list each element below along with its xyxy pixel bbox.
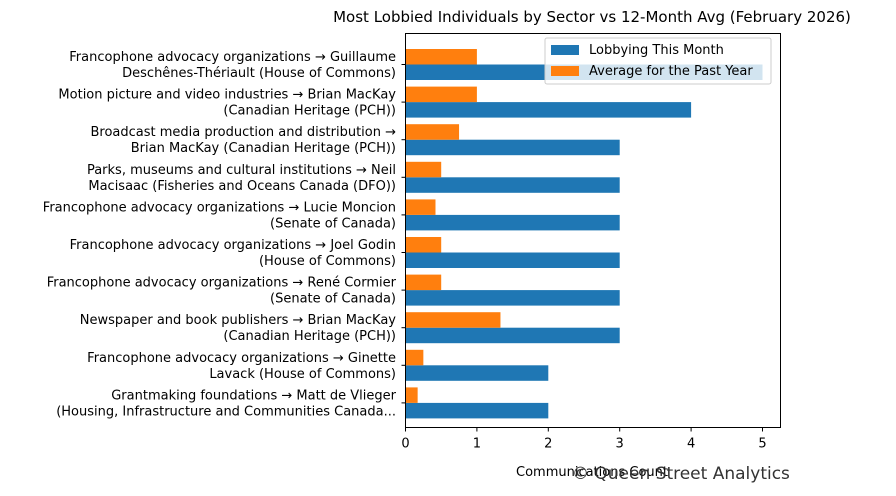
watermark: © Queen Street Analytics	[572, 464, 790, 484]
category-label: Francophone advocacy organizations → Luc…	[43, 200, 396, 231]
bar-this-month	[405, 252, 620, 268]
legend: Lobbying This Month Average for the Past …	[544, 37, 772, 85]
bars	[405, 49, 763, 419]
legend-label: Lobbying This Month	[589, 43, 724, 58]
category-label: Parks, museums and cultural institutions…	[87, 163, 396, 194]
bar-this-month	[405, 139, 620, 156]
category-label: Newspaper and book publishers → Brian Ma…	[80, 313, 397, 344]
category-label: Francophone advocacy organizations → Gui…	[69, 50, 396, 81]
bar-past-year-average	[405, 86, 477, 103]
bar-past-year-average	[405, 237, 442, 253]
category-label: Motion picture and video industries → Br…	[58, 88, 396, 119]
x-tick-label: 4	[687, 437, 695, 452]
bar-this-month	[405, 214, 620, 231]
bar-past-year-average	[405, 312, 501, 328]
legend-swatch	[551, 66, 579, 76]
legend-box	[544, 37, 772, 85]
x-tick-label: 3	[616, 437, 624, 452]
legend-label: Average for the Past Year	[589, 64, 753, 79]
bar-past-year-average	[405, 49, 477, 65]
bar-past-year-average	[405, 387, 418, 403]
x-axis-label: Communications Count	[516, 465, 668, 480]
bar-past-year-average	[405, 199, 436, 215]
legend-swatch	[551, 45, 579, 55]
x-ticks: 0 1 2 3 4 5	[401, 427, 767, 452]
bar-this-month	[405, 327, 620, 344]
category-label: Broadcast media production and distribut…	[90, 125, 396, 156]
bar-past-year-average	[405, 274, 442, 291]
x-tick-label: 1	[473, 437, 481, 452]
plot-area-frame	[405, 33, 781, 428]
category-label: Francophone advocacy organizations → Gin…	[87, 351, 396, 382]
x-tick-label: 0	[401, 437, 409, 452]
bar-this-month	[405, 402, 549, 419]
bar-this-month	[405, 365, 549, 381]
bar-past-year-average	[405, 349, 424, 366]
bar-this-month	[405, 102, 692, 118]
bar-past-year-average	[405, 124, 460, 140]
category-label: Grantmaking foundations → Matt de Vliege…	[56, 388, 396, 419]
category-label: Francophone advocacy organizations → Joe…	[70, 238, 396, 269]
category-labels: Francophone advocacy organizations → Gui…	[43, 50, 406, 419]
chart-title: Most Lobbied Individuals by Sector vs 12…	[333, 8, 851, 26]
x-tick-label: 5	[758, 437, 766, 452]
x-tick-label: 2	[544, 437, 552, 452]
bar-past-year-average	[405, 161, 442, 178]
category-label: Francophone advocacy organizations → Ren…	[47, 276, 397, 307]
bar-this-month	[405, 177, 620, 193]
bar-this-month	[405, 290, 620, 306]
